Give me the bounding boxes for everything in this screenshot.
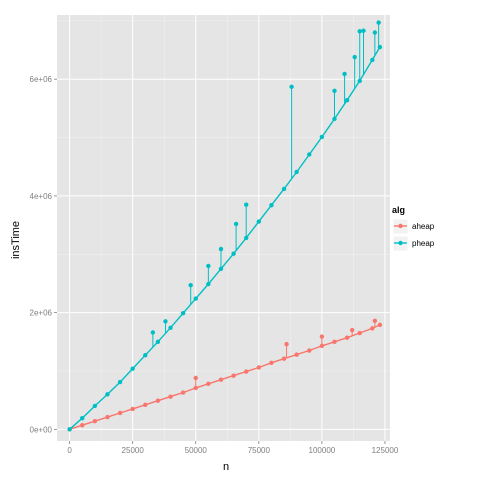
outlier-point-pheap <box>188 282 193 288</box>
x-tick-label: 25000 <box>122 446 145 455</box>
outlier-point-pheap <box>206 263 211 269</box>
data-point-pheap <box>143 353 148 358</box>
data-point-aheap <box>344 335 350 340</box>
outlier-point-pheap <box>289 84 294 89</box>
data-point-pheap <box>269 203 274 208</box>
x-axis-title: n <box>223 461 229 473</box>
outlier-point-pheap <box>163 319 168 324</box>
y-tick-label: 6e+06 <box>30 75 53 84</box>
data-point-aheap <box>269 360 274 366</box>
data-point-pheap <box>92 403 98 409</box>
data-point-pheap <box>80 416 85 421</box>
outlier-point-pheap <box>361 28 366 33</box>
outlier-point-pheap <box>352 54 357 60</box>
y-tick-label: 0e+00 <box>30 425 53 434</box>
data-point-pheap <box>155 339 161 344</box>
data-point-pheap <box>332 116 337 122</box>
data-point-pheap <box>307 152 312 157</box>
outlier-point-pheap <box>150 330 156 335</box>
data-point-aheap <box>80 423 85 428</box>
x-tick-label: 75000 <box>248 446 271 455</box>
outlier-point-pheap <box>332 88 337 94</box>
plot-panel <box>57 15 390 441</box>
data-point-aheap <box>155 398 161 403</box>
data-point-pheap <box>370 57 375 63</box>
data-point-aheap <box>168 394 173 399</box>
x-axis: 0 25000 50000 75000 100000 125000 <box>67 441 399 455</box>
outlier-point-aheap <box>349 327 355 333</box>
data-point-pheap <box>231 251 236 256</box>
data-point-aheap <box>307 348 312 353</box>
legend: alg aheap pheap <box>392 205 435 252</box>
legend-label-pheap: pheap <box>412 239 435 248</box>
data-point-aheap <box>218 377 224 382</box>
outlier-point-aheap <box>319 334 325 339</box>
data-point-aheap <box>244 369 249 374</box>
data-point-pheap <box>294 169 299 175</box>
legend-title: alg <box>392 205 405 215</box>
data-point-pheap <box>67 427 72 432</box>
outlier-point-pheap <box>233 221 239 227</box>
data-point-aheap <box>281 356 287 361</box>
outlier-point-aheap <box>193 375 198 381</box>
data-point-aheap <box>256 365 262 370</box>
outlier-point-pheap <box>376 20 381 25</box>
outlier-point-pheap <box>357 29 362 34</box>
data-point-aheap <box>231 373 236 378</box>
y-axis-title: insTime <box>10 221 22 259</box>
data-point-pheap <box>117 379 123 385</box>
data-point-aheap <box>370 326 375 331</box>
legend-key-point-pheap <box>398 240 403 246</box>
x-tick-label: 100000 <box>309 446 336 455</box>
data-point-pheap <box>281 186 287 192</box>
data-point-pheap <box>180 311 186 316</box>
data-point-aheap <box>357 330 362 336</box>
data-point-pheap <box>168 325 173 330</box>
data-point-pheap <box>357 78 362 84</box>
series-line-aheap <box>69 324 381 430</box>
data-point-pheap <box>344 98 350 103</box>
data-point-aheap <box>332 339 337 344</box>
legend-label-aheap: aheap <box>412 222 435 231</box>
series-line-pheap <box>69 46 381 430</box>
data-point-aheap <box>92 418 98 424</box>
data-point-aheap <box>294 352 299 357</box>
data-point-aheap <box>180 390 186 395</box>
y-tick-label: 4e+06 <box>30 192 53 201</box>
data-point-aheap <box>117 410 123 416</box>
x-tick-label: 0 <box>67 446 72 455</box>
outlier-points <box>150 20 381 388</box>
data-point-pheap <box>193 296 198 301</box>
data-point-aheap <box>206 381 211 387</box>
data-point-pheap <box>105 392 110 397</box>
data-point-aheap <box>377 322 383 328</box>
data-point-aheap <box>130 406 135 412</box>
data-point-pheap <box>256 219 262 224</box>
legend-key-point-aheap <box>398 223 403 229</box>
outlier-point-aheap <box>372 318 378 323</box>
outlier-point-aheap <box>284 341 289 347</box>
y-tick-label: 2e+06 <box>30 309 53 318</box>
data-point-pheap <box>130 366 135 371</box>
outlier-point-pheap <box>342 71 347 77</box>
outlier-point-pheap <box>244 202 249 207</box>
data-point-aheap <box>105 414 110 420</box>
data-point-aheap <box>143 402 148 408</box>
outlier-point-pheap <box>218 246 224 252</box>
data-point-pheap <box>319 134 325 140</box>
x-tick-label: 125000 <box>372 446 399 455</box>
y-axis: 0e+00 2e+06 4e+06 6e+06 <box>30 75 57 434</box>
chart-marks <box>67 20 383 432</box>
x-tick-label: 50000 <box>185 446 208 455</box>
outlier-point-pheap <box>372 30 378 35</box>
